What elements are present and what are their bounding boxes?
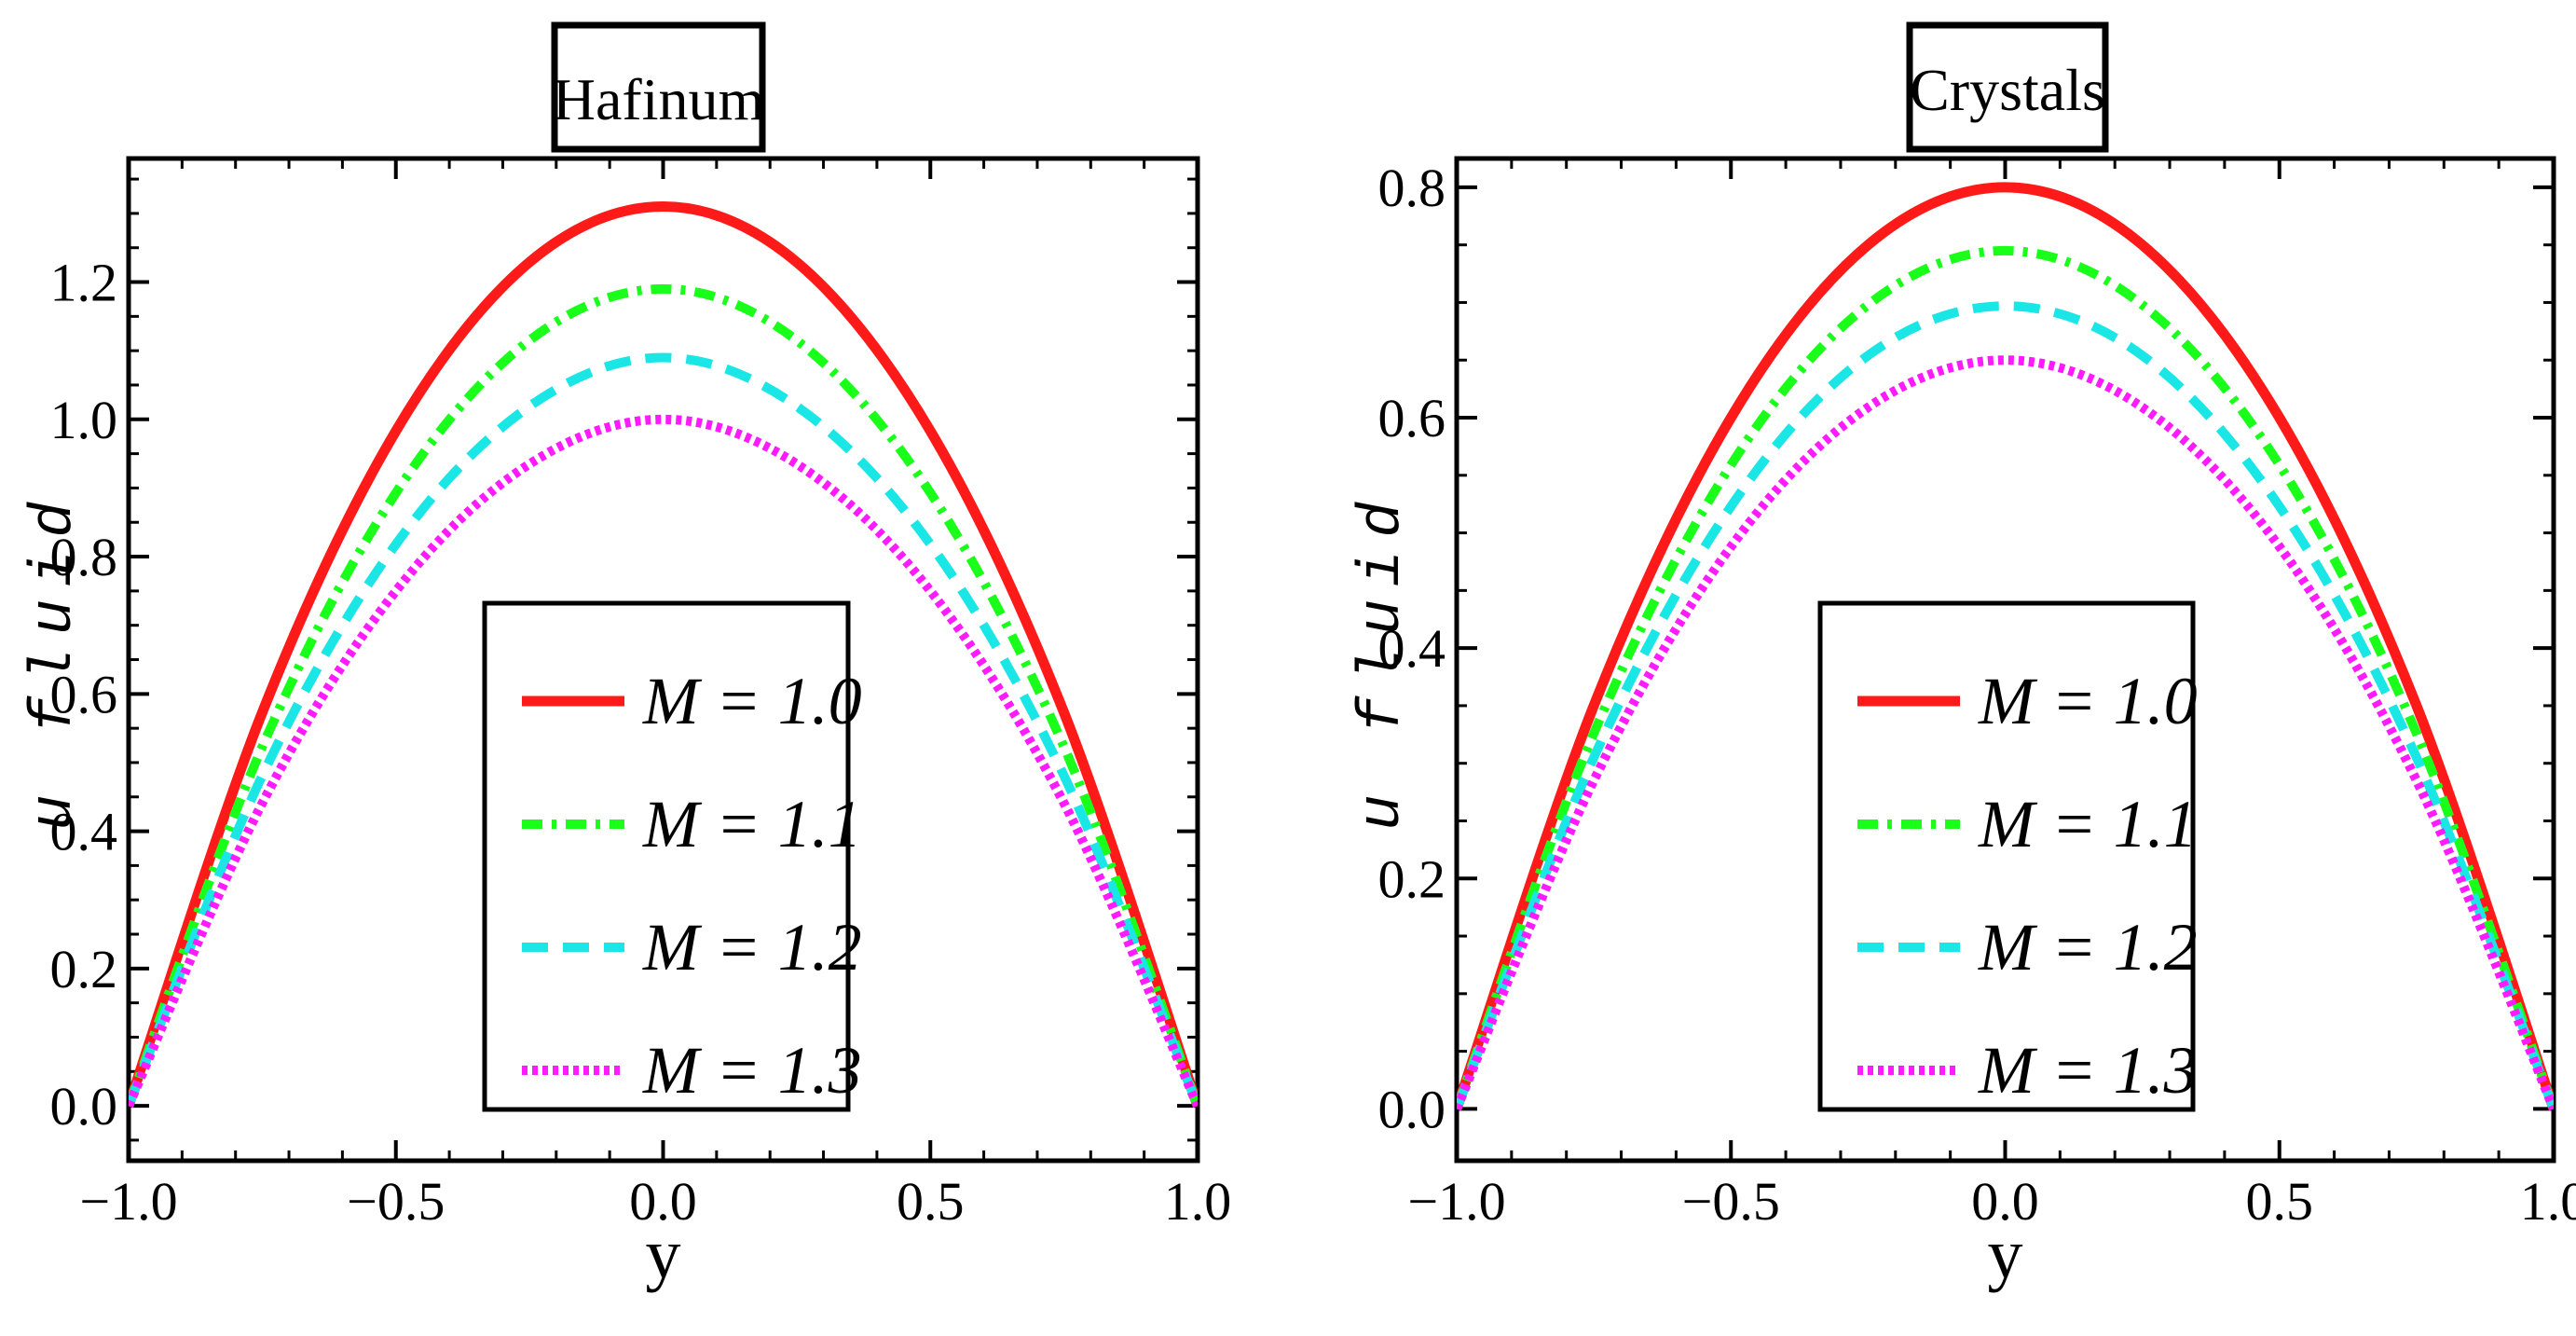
- series-line: [1457, 182, 2554, 1111]
- chart-title: Hafinum: [553, 66, 765, 132]
- x-tick-label: −0.5: [347, 1171, 445, 1232]
- y-axis-label: u fluid: [21, 489, 89, 831]
- y-tick-label: 0.0: [1378, 1079, 1446, 1139]
- chart-panel: Crystals −1.0 −0.5 0.0 0.5 1.0 0.0 0.2 0.4 0.6 0.8…: [1350, 21, 2576, 1293]
- x-tick-label: 0.0: [1971, 1171, 2039, 1232]
- legend-label: M = 1.1: [1978, 787, 2198, 861]
- legend-label: M = 1.3: [642, 1033, 862, 1108]
- y-tick-label: 0.0: [50, 1076, 118, 1136]
- series-line: [129, 352, 1198, 1108]
- legend-label: M = 1.3: [1978, 1033, 2198, 1108]
- y-tick-label: 0.6: [1378, 388, 1446, 448]
- chart-title-box: [551, 21, 766, 153]
- series-line: [129, 283, 1198, 1108]
- legend-label: M = 1.0: [642, 664, 862, 738]
- legend-label: M = 1.1: [642, 787, 862, 861]
- series-line: [129, 414, 1198, 1109]
- x-tick-label: 0.5: [2246, 1171, 2314, 1232]
- legend: M = 1.0 M = 1.1 M = 1.2 M = 1.3: [482, 600, 862, 1112]
- legend-label: M = 1.2: [1978, 910, 2198, 985]
- series-line: [1457, 245, 2554, 1111]
- y-tick-label: 1.0: [50, 390, 118, 450]
- y-tick-label: 0.8: [50, 527, 118, 587]
- x-tick-label: 0.5: [897, 1171, 965, 1232]
- legend-box: [1817, 600, 2196, 1112]
- y-tick-label: 0.2: [1378, 848, 1446, 909]
- y-tick-label: 0.2: [50, 939, 118, 999]
- x-axis-label: y: [1988, 1215, 2023, 1293]
- chart-panel: Hafinum −1.0 −0.5 0.0 0.5 1.0 0.0 0.2 0.4 0.6 0.8 1…: [21, 21, 1232, 1293]
- y-axis-label: u fluid: [1350, 489, 1417, 831]
- y-tick-label: 0.4: [1378, 618, 1446, 679]
- series-line: [1457, 355, 2554, 1111]
- x-axis-label: y: [646, 1215, 681, 1293]
- y-tick-label: 1.2: [50, 253, 118, 313]
- series-line: [129, 200, 1198, 1108]
- chart-title-box: [1906, 21, 2109, 153]
- series-group: [1457, 182, 2554, 1111]
- x-tick-label: −1.0: [79, 1171, 177, 1232]
- y-tick-label: 0.4: [50, 802, 118, 862]
- y-tick-label: 0.8: [1378, 158, 1446, 218]
- legend-label: M = 1.0: [1978, 664, 2198, 738]
- series-group: [129, 200, 1198, 1109]
- x-tick-label: 1.0: [1164, 1171, 1232, 1232]
- legend-box: [482, 600, 851, 1112]
- x-tick-label: −1.0: [1407, 1171, 1505, 1232]
- y-tick-label: 0.6: [50, 664, 118, 724]
- chart-title: Crystals: [1910, 57, 2105, 123]
- x-tick-label: 1.0: [2520, 1171, 2576, 1232]
- x-tick-label: −0.5: [1682, 1171, 1780, 1232]
- legend: M = 1.0 M = 1.1 M = 1.2 M = 1.3: [1817, 600, 2198, 1112]
- x-tick-label: 0.0: [629, 1171, 697, 1232]
- legend-label: M = 1.2: [642, 910, 862, 985]
